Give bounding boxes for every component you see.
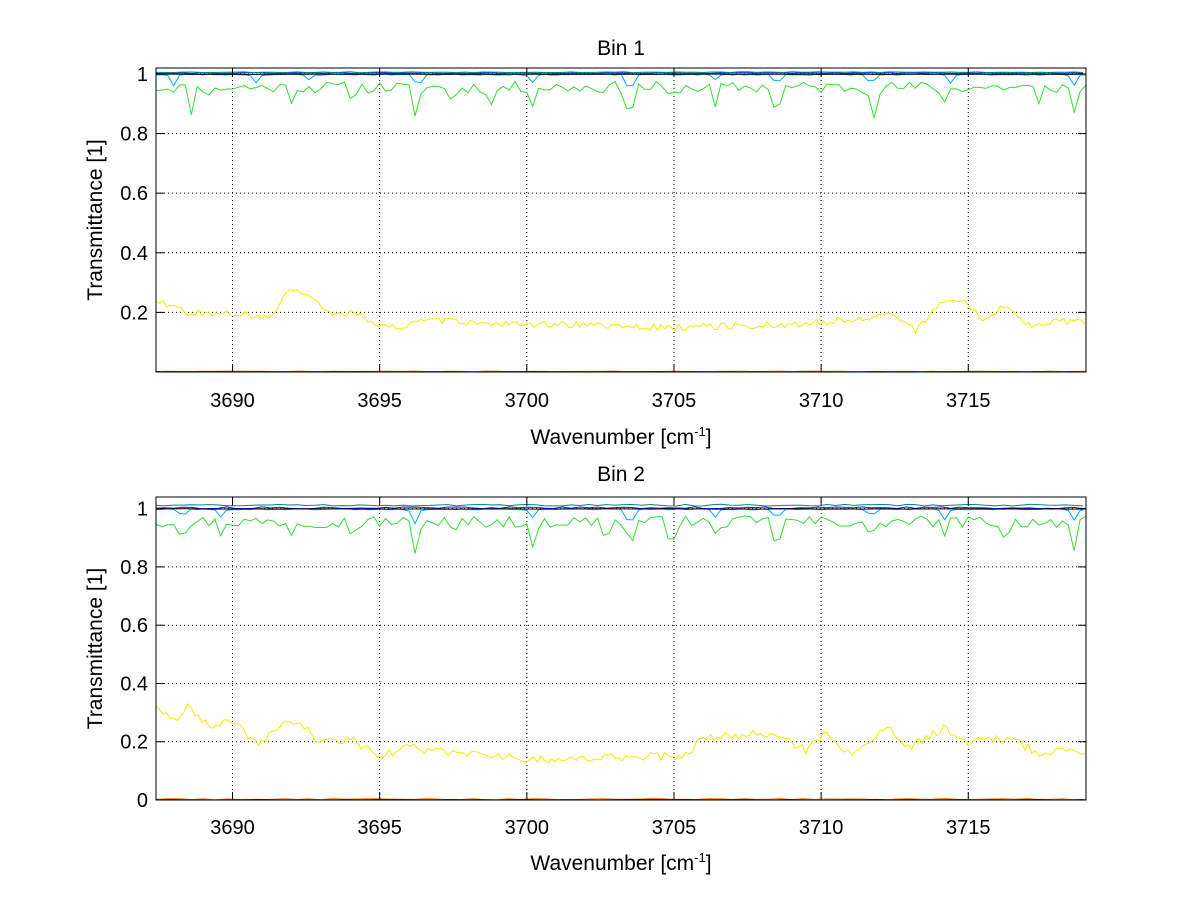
series-yellow-line	[156, 703, 1085, 764]
y-tick-label: 0.4	[120, 243, 148, 265]
y-tick-label: 0.6	[120, 615, 148, 637]
series-group	[156, 503, 1086, 800]
y-tick-label: 0.8	[120, 124, 148, 146]
axes-frame	[155, 67, 1087, 373]
y-tick-label: 0	[137, 790, 148, 812]
series-cyan-line	[156, 508, 1086, 525]
x-tick-label: 3710	[799, 390, 844, 412]
series-yellow-line	[156, 288, 1086, 335]
x-tick-label: 3710	[799, 817, 844, 839]
x-axis-label: Wavenumber [cm-1]	[530, 424, 711, 449]
x-tick-label: 3695	[357, 817, 402, 839]
x-tick-label: 3705	[652, 817, 697, 839]
chart-title: Bin 1	[597, 37, 645, 60]
x-tick-label: 3715	[946, 817, 991, 839]
x-axis-label: Wavenumber [cm-1]	[530, 850, 711, 875]
y-tick-label: 0.2	[120, 302, 148, 324]
series-group	[156, 71, 1086, 372]
y-axis-label: Transmittance [1]	[84, 139, 107, 300]
series-green-line	[156, 515, 1086, 554]
x-tick-label: 3690	[210, 817, 255, 839]
x-tick-label: 3705	[652, 390, 697, 412]
y-tick-label: 0.4	[120, 673, 148, 695]
series-blue-line	[156, 72, 1084, 75]
y-tick-label: 0.2	[120, 732, 148, 754]
series-teal-line	[156, 503, 1084, 507]
x-tick-label: 3715	[946, 390, 991, 412]
y-axis-label: Transmittance [1]	[84, 568, 107, 729]
y-tick-label: 1	[137, 64, 148, 86]
x-tick-label: 3700	[505, 817, 550, 839]
axes-frame	[155, 496, 1087, 801]
subplot-2: 3690 3695 3700 3705 3710 3715 0 0.2 0.4 0.6 0.8 1 Bi…	[84, 463, 1087, 875]
x-tick-label: 3700	[505, 390, 550, 412]
chart-title: Bin 2	[597, 463, 645, 486]
series-green-line	[156, 80, 1086, 119]
x-tick-label: 3690	[210, 390, 255, 412]
y-tick-label: 0.8	[120, 557, 148, 579]
series-cyan-line	[156, 73, 1086, 87]
x-tick-label: 3695	[357, 390, 402, 412]
subplot-1: 3690 3695 3700 3705 3710 3715 0.2 0.4 0.6 0.8 1 Bin…	[84, 37, 1087, 449]
series-teal-line	[156, 71, 1084, 74]
y-tick-label: 1	[137, 499, 148, 521]
y-tick-label: 0.6	[120, 183, 148, 205]
